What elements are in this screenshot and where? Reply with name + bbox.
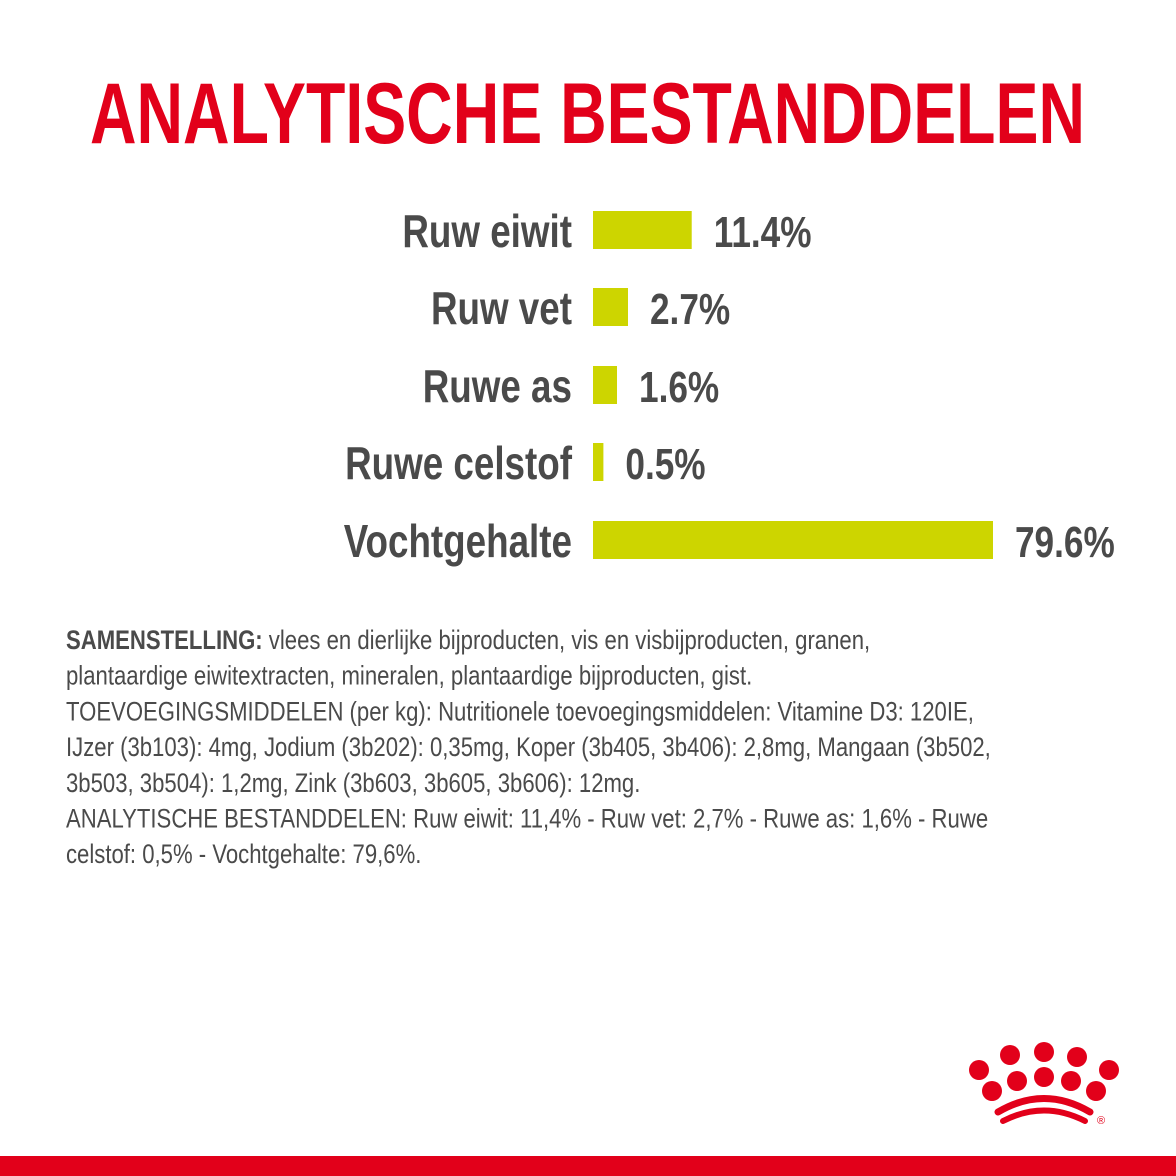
- composition-line-text: plantaardige eiwitextracten, mineralen, …: [66, 662, 752, 692]
- crown-dot: [1000, 1045, 1020, 1065]
- composition-line-text: TOEVOEGINGSMIDDELEN (per kg): Nutritione…: [66, 697, 974, 727]
- bar: [593, 288, 628, 326]
- category-label: Vochtgehalte: [344, 515, 572, 567]
- crown-dot: [1099, 1060, 1119, 1080]
- category-label: Ruwe celstof: [345, 437, 572, 489]
- crown-dot: [1067, 1047, 1087, 1067]
- royal-canin-crown-icon: ®: [969, 1042, 1119, 1127]
- value-label: 79.6%: [1015, 518, 1115, 567]
- registered-mark: ®: [1097, 1115, 1105, 1127]
- composition-line: plantaardige eiwitextracten, mineralen, …: [66, 662, 752, 692]
- composition-line-text: 3b503, 3b504): 1,2mg, Zink (3b603, 3b605…: [66, 769, 640, 799]
- nutrient-bar-chart: Ruw eiwit 11.4% Ruw vet 2.7% Ruwe as 1.6% Ruwe…: [344, 205, 1115, 567]
- composition-heading: SAMENSTELLING:: [66, 626, 263, 656]
- composition-line: ANALYTISCHE BESTANDDELEN: Ruw eiwit: 11,…: [66, 805, 988, 835]
- crown-dot: [1034, 1042, 1054, 1062]
- crown-dot: [1086, 1081, 1106, 1101]
- crown-dot: [1061, 1071, 1081, 1091]
- page-title: ANALYTISCHE BESTANDDELEN: [90, 66, 1085, 162]
- footer-red-bar: [0, 1156, 1176, 1176]
- bar: [593, 366, 618, 404]
- value-label: 1.6%: [639, 363, 719, 412]
- crown-arc: [1000, 1107, 1088, 1124]
- composition-line-text: celstof: 0,5% - Vochtgehalte: 79,6%.: [66, 840, 421, 870]
- composition-line: 3b503, 3b504): 1,2mg, Zink (3b603, 3b605…: [66, 769, 640, 799]
- value-label: 11.4%: [714, 208, 812, 257]
- category-label: Ruwe as: [423, 360, 572, 412]
- bar: [593, 211, 692, 249]
- bar: [593, 443, 604, 481]
- composition-line-text: IJzer (3b103): 4mg, Jodium (3b202): 0,35…: [66, 733, 991, 763]
- composition-line-text: vlees en dierlijke bijproducten, vis en …: [263, 626, 871, 656]
- category-label: Ruw eiwit: [402, 205, 572, 257]
- category-label: Ruw vet: [431, 282, 572, 334]
- crown-dot: [982, 1081, 1002, 1101]
- value-label: 2.7%: [650, 285, 730, 334]
- composition-line: IJzer (3b103): 4mg, Jodium (3b202): 0,35…: [66, 733, 991, 763]
- composition-line: TOEVOEGINGSMIDDELEN (per kg): Nutritione…: [66, 697, 974, 727]
- crown-dot: [969, 1060, 989, 1080]
- bar: [593, 521, 993, 559]
- composition-text: SAMENSTELLING: vlees en dierlijke bijpro…: [66, 626, 991, 870]
- composition-line: SAMENSTELLING: vlees en dierlijke bijpro…: [66, 626, 870, 656]
- composition-line-text: ANALYTISCHE BESTANDDELEN: Ruw eiwit: 11,…: [66, 805, 988, 835]
- value-label: 0.5%: [625, 440, 705, 489]
- crown-arc: [994, 1095, 1094, 1116]
- composition-line: celstof: 0,5% - Vochtgehalte: 79,6%.: [66, 840, 421, 870]
- crown-dot: [1007, 1071, 1027, 1091]
- crown-dot: [1034, 1067, 1054, 1087]
